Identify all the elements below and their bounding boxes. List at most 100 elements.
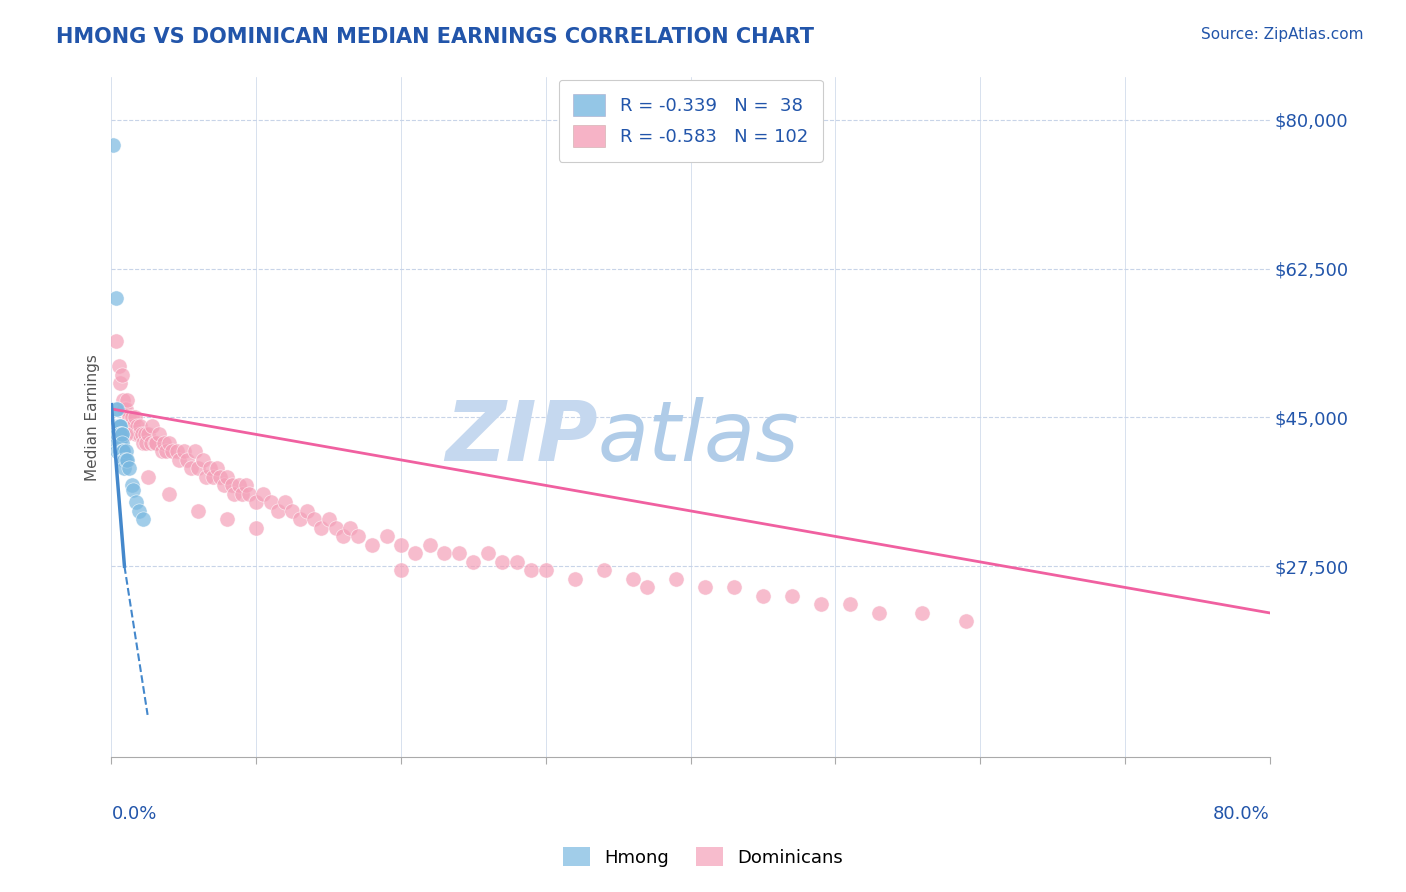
Point [110, 436, 132, 450]
Point [194, 470, 217, 484]
Point [107, 427, 129, 442]
Point [101, 138, 124, 153]
Point [160, 444, 183, 458]
Point [723, 581, 745, 595]
Point [104, 401, 127, 416]
Point [136, 427, 159, 442]
Point [955, 615, 977, 629]
Point [134, 427, 156, 442]
Legend: Hmong, Dominicans: Hmong, Dominicans [555, 840, 851, 874]
Point [180, 461, 202, 475]
Point [132, 512, 155, 526]
Point [217, 470, 239, 484]
Point [693, 581, 716, 595]
Point [118, 461, 141, 475]
Point [231, 487, 253, 501]
Point [145, 436, 167, 450]
Point [114, 453, 136, 467]
Point [173, 444, 195, 458]
Point [302, 512, 325, 526]
Point [108, 418, 131, 433]
Point [105, 401, 128, 416]
Point [752, 589, 775, 603]
Point [125, 495, 148, 509]
Point [114, 461, 136, 475]
Point [274, 495, 297, 509]
Point [105, 427, 128, 442]
Point [108, 376, 131, 391]
Point [477, 546, 499, 560]
Point [636, 581, 658, 595]
Point [128, 504, 150, 518]
Point [187, 461, 209, 475]
Point [110, 427, 132, 442]
Point [281, 504, 304, 518]
Point [506, 555, 529, 569]
Text: 80.0%: 80.0% [1213, 805, 1270, 823]
Point [152, 436, 174, 450]
Point [155, 444, 177, 458]
Point [592, 563, 614, 577]
Point [125, 427, 148, 442]
Point [108, 427, 131, 442]
Point [120, 418, 142, 433]
Point [111, 444, 134, 458]
Point [104, 334, 127, 348]
Text: ZIP: ZIP [446, 397, 598, 478]
Point [288, 512, 311, 526]
Point [198, 461, 221, 475]
Point [107, 444, 129, 458]
Point [911, 606, 934, 620]
Point [346, 529, 368, 543]
Text: 0.0%: 0.0% [111, 805, 157, 823]
Point [325, 521, 347, 535]
Point [339, 521, 361, 535]
Point [564, 572, 586, 586]
Legend: R = -0.339   N =  38, R = -0.583   N = 102: R = -0.339 N = 38, R = -0.583 N = 102 [558, 79, 823, 161]
Point [157, 436, 180, 450]
Point [176, 453, 198, 467]
Point [104, 436, 127, 450]
Point [780, 589, 803, 603]
Point [104, 292, 127, 306]
Point [433, 546, 456, 560]
Point [491, 555, 513, 569]
Point [115, 444, 138, 458]
Point [621, 572, 644, 586]
Point [201, 470, 224, 484]
Point [107, 359, 129, 374]
Point [534, 563, 557, 577]
Point [838, 598, 860, 612]
Point [132, 436, 155, 450]
Point [110, 368, 132, 382]
Point [208, 470, 231, 484]
Point [111, 393, 134, 408]
Point [332, 529, 354, 543]
Point [214, 478, 236, 492]
Point [128, 427, 150, 442]
Point [110, 444, 132, 458]
Point [419, 538, 441, 552]
Point [143, 436, 166, 450]
Point [118, 410, 141, 425]
Point [665, 572, 688, 586]
Point [107, 418, 129, 433]
Point [115, 427, 138, 442]
Point [117, 453, 139, 467]
Point [108, 444, 131, 458]
Point [389, 538, 412, 552]
Point [235, 478, 257, 492]
Point [520, 563, 543, 577]
Point [245, 495, 267, 509]
Point [111, 453, 134, 467]
Point [117, 393, 139, 408]
Point [150, 444, 173, 458]
Point [463, 555, 485, 569]
Point [122, 483, 145, 497]
Point [110, 427, 132, 442]
Point [139, 436, 162, 450]
Point [107, 436, 129, 450]
Point [115, 401, 138, 416]
Point [245, 521, 267, 535]
Point [447, 546, 470, 560]
